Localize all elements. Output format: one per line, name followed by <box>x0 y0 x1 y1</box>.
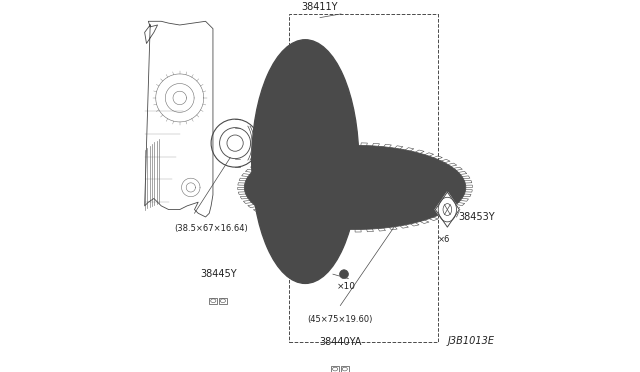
Ellipse shape <box>252 40 359 283</box>
Bar <box>209 298 218 304</box>
Text: ×10: ×10 <box>337 282 356 291</box>
Text: 38440YA: 38440YA <box>319 337 362 347</box>
Bar <box>219 298 227 304</box>
Text: ×6: ×6 <box>438 235 451 244</box>
Polygon shape <box>145 21 213 217</box>
Bar <box>340 366 349 372</box>
Polygon shape <box>435 192 460 227</box>
Ellipse shape <box>372 187 427 217</box>
Text: 38411Y: 38411Y <box>301 2 339 12</box>
Text: (38.5×67×16.64): (38.5×67×16.64) <box>174 224 248 233</box>
Bar <box>331 366 339 372</box>
Circle shape <box>340 270 348 279</box>
Text: (45×75×19.60): (45×75×19.60) <box>308 315 373 324</box>
Text: J3B1013E: J3B1013E <box>448 336 495 346</box>
Polygon shape <box>143 21 213 217</box>
Text: 38445Y: 38445Y <box>200 269 237 279</box>
Ellipse shape <box>244 145 466 230</box>
Bar <box>289 14 438 343</box>
Text: 38453Y: 38453Y <box>458 212 495 222</box>
